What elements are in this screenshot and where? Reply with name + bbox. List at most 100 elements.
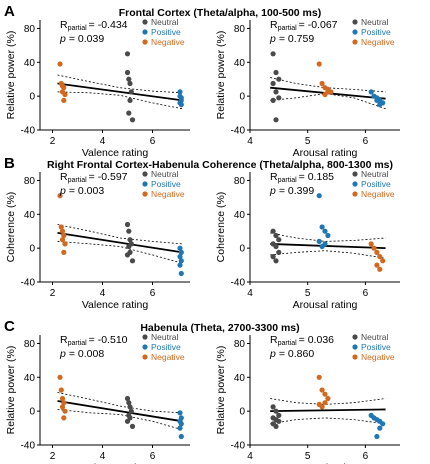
y-tick-label: 0 (239, 244, 245, 255)
y-tick-label: 0 (29, 407, 35, 418)
stats-r: Rpartial = -0.510 (60, 334, 128, 347)
point-negative (57, 374, 63, 380)
x-axis-label: Valence rating (82, 299, 149, 311)
point-neutral (128, 89, 134, 95)
point-negative (371, 245, 377, 251)
subplot: -40 0 40 80 4 5 6 Arousal rating Relative power … (215, 332, 400, 464)
legend-marker-positive (352, 344, 358, 350)
legend-marker-negative (142, 39, 148, 45)
point-positive (178, 249, 184, 255)
x-tick-label: 5 (305, 288, 311, 299)
panel-title: Right Frontal Cortex-Habenula Coherence … (47, 159, 393, 171)
point-neutral (129, 117, 136, 123)
legend-label-neutral: Neutral (361, 169, 389, 179)
y-tick-label: 0 (29, 92, 35, 103)
y-tick-label: 0 (29, 244, 35, 255)
point-negative (377, 266, 383, 272)
ci-upper-line (57, 392, 183, 414)
legend-marker-negative (142, 191, 148, 197)
point-negative (322, 391, 328, 397)
point-neutral (270, 51, 276, 57)
x-tick-label: 4 (247, 288, 253, 299)
stats-r-label: R (60, 19, 68, 31)
regression-line (57, 82, 183, 102)
y-tick-label: -40 (21, 441, 36, 452)
legend-marker-positive (142, 29, 148, 35)
stats-p-value: = 0.399 (279, 185, 314, 197)
ci-lower-line (270, 417, 386, 425)
point-neutral (124, 221, 131, 228)
y-tick-label: 80 (24, 176, 36, 187)
stats-p-label: p (269, 348, 276, 360)
point-negative (59, 237, 66, 243)
x-tick-label: 6 (363, 451, 369, 462)
legend-label-neutral: Neutral (151, 332, 179, 342)
stats-p-value: = 0.039 (69, 33, 104, 45)
regression-line (57, 400, 183, 423)
x-tick-label: 6 (150, 288, 156, 299)
x-tick-label: 4 (247, 136, 253, 147)
x-tick-label: 2 (50, 451, 56, 462)
point-positive (319, 243, 325, 250)
y-tick-label: 80 (234, 339, 246, 350)
x-tick-label: 2 (50, 136, 56, 147)
point-positive (325, 232, 331, 239)
stats-p-label: p (269, 185, 276, 197)
point-negative (319, 80, 325, 87)
point-neutral (270, 80, 276, 87)
point-neutral (273, 408, 279, 414)
point-positive (316, 193, 322, 199)
stats-p-value: = 0.003 (69, 185, 104, 197)
point-negative (374, 262, 380, 268)
ci-upper-line (270, 232, 386, 242)
ci-upper-line (270, 77, 386, 93)
legend-label-positive: Positive (361, 179, 391, 189)
point-neutral (124, 395, 131, 402)
y-tick-label: 40 (234, 373, 246, 384)
y-tick-label: 40 (234, 210, 246, 221)
legend-marker-positive (142, 181, 148, 187)
panel-letter: A (4, 3, 15, 20)
point-neutral (273, 89, 279, 95)
stats-r-sub: partial (278, 177, 298, 184)
point-neutral (124, 418, 131, 424)
y-axis-label: Relative power (%) (215, 31, 227, 120)
point-negative (61, 400, 67, 406)
x-tick-label: 6 (363, 136, 369, 147)
stats-p: p = 0.003 (59, 185, 104, 197)
point-positive (374, 97, 380, 103)
ci-lower-line (57, 241, 183, 264)
ci-upper-line (270, 398, 386, 405)
point-neutral (124, 252, 131, 258)
stats-r: Rpartial = -0.434 (60, 19, 128, 32)
stats-p-value: = 0.860 (279, 348, 314, 360)
stats-r-sub: partial (68, 177, 88, 184)
point-neutral (276, 237, 282, 243)
y-tick-label: 80 (234, 176, 246, 187)
point-neutral (270, 228, 276, 234)
point-positive (177, 410, 183, 416)
y-tick-label: 80 (234, 24, 246, 35)
point-neutral (273, 258, 279, 264)
point-positive (316, 238, 322, 244)
stats-r: Rpartial = 0.185 (270, 171, 334, 184)
x-axis-label: Valence rating (82, 147, 149, 159)
stats-r-value: = 0.185 (299, 171, 334, 183)
legend-marker-neutral (142, 334, 148, 340)
ci-lower-line (57, 91, 183, 110)
stats-p-label: p (59, 33, 66, 45)
legend-marker-negative (352, 39, 358, 45)
stats-r: Rpartial = 0.036 (270, 334, 334, 347)
x-tick-label: 2 (50, 288, 56, 299)
legend-marker-negative (142, 354, 148, 360)
point-negative (316, 61, 322, 67)
ci-lower-line (270, 93, 386, 110)
stats-r: Rpartial = -0.067 (270, 19, 338, 32)
point-positive (374, 433, 380, 440)
stats-r-sub: partial (278, 25, 298, 32)
ci-lower-line (57, 409, 183, 431)
ci-upper-line (57, 224, 183, 245)
